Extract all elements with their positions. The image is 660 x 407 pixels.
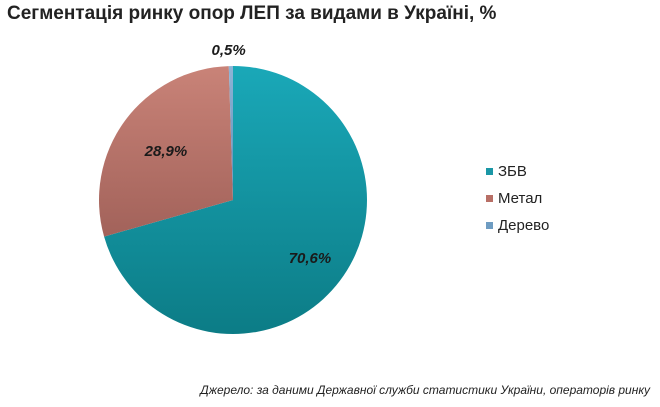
legend-swatch-metal <box>486 194 493 202</box>
data-label-zbv: 70,6% <box>289 250 332 267</box>
legend-label-wood: Дерево <box>498 216 550 234</box>
data-label-metal: 28,9% <box>144 143 188 160</box>
data-label-wood: 0,5% <box>212 42 246 59</box>
legend-item-zbv: ЗБВ <box>486 161 549 181</box>
legend-label-zbv: ЗБВ <box>498 162 527 180</box>
chart-title: Сегментація ринку опор ЛЕП за видами в У… <box>7 3 497 24</box>
pie-slice-metal <box>99 66 233 237</box>
legend-swatch-zbv <box>486 167 493 175</box>
chart-legend: ЗБВ Метал Дерево <box>486 161 549 242</box>
legend-swatch-wood <box>486 221 493 229</box>
legend-label-metal: Метал <box>498 189 543 207</box>
pie-slice-wood <box>228 66 233 200</box>
legend-item-metal: Метал <box>486 188 549 208</box>
legend-item-wood: Дерево <box>486 215 549 235</box>
source-note: Джерело: за даними Державної служби стат… <box>200 383 650 397</box>
pie-slice-zbv <box>104 66 368 334</box>
